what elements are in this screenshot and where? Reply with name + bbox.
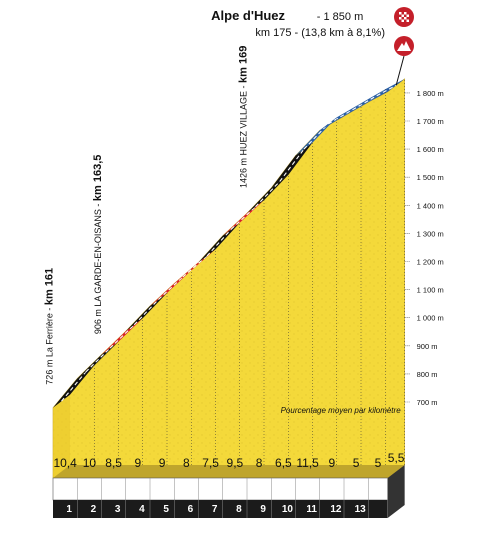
km-percentage: 5: [353, 456, 360, 470]
center-line: [158, 276, 184, 300]
center-line: [133, 299, 159, 326]
finish-detail: km 175 - (13,8 km à 8,1%): [255, 27, 385, 39]
y-tick-label: 1 000 m: [417, 314, 444, 323]
finish-name: Alpe d'Huez: [211, 8, 285, 23]
center-line: [182, 255, 208, 278]
profile-side: [53, 394, 70, 478]
km-number: 12: [330, 504, 342, 515]
km-percentage: 8: [183, 456, 190, 470]
profile-texture: [53, 78, 405, 478]
km-number: 6: [188, 504, 194, 515]
waypoint-label: 906 m LA GARDE-EN-OISANS - km 163,5: [92, 155, 104, 335]
km-percentage: 9: [159, 456, 166, 470]
center-line: [255, 181, 281, 208]
y-tick-label: 1 100 m: [417, 286, 444, 295]
center-line: [327, 109, 353, 125]
center-line: [109, 324, 135, 349]
y-tick-label: 1 600 m: [417, 145, 444, 154]
km-number: 3: [115, 504, 121, 515]
km-percentage: 9,5: [227, 456, 244, 470]
km-number: 7: [212, 504, 218, 515]
profile-segment: [271, 142, 313, 188]
y-tick-label: 800 m: [417, 370, 438, 379]
km-number: 4: [139, 504, 145, 515]
center-line: [352, 95, 378, 111]
km-number: 2: [91, 504, 97, 515]
km-number: 1: [66, 504, 72, 515]
y-tick-label: 1 800 m: [417, 89, 444, 98]
km-percentage: 9: [135, 456, 142, 470]
km-percentage: 11,5: [296, 456, 319, 470]
km-percentage: 5: [375, 456, 382, 470]
km-number: 13: [355, 504, 367, 515]
base-side: [387, 465, 405, 518]
km-percentage: 9: [329, 456, 336, 470]
y-tick-label: 1 700 m: [417, 117, 444, 126]
chart-header: Alpe d'Huez - 1 850 m km 175 - (13,8 km …: [211, 8, 385, 39]
base-front-km: [53, 500, 388, 518]
y-tick-label: 1 300 m: [417, 229, 444, 238]
y-tick-label: 1 400 m: [417, 201, 444, 210]
waypoint-label: 1426 m HUEZ VILLAGE - km 169: [238, 46, 250, 188]
km-number: 8: [236, 504, 242, 515]
base-top: [53, 465, 405, 478]
km-percentage: 10,4: [53, 456, 77, 470]
center-line: [376, 84, 397, 97]
waypoint-label: 726 m La Ferrière - km 161: [44, 268, 56, 385]
km-number: 9: [260, 504, 266, 515]
km-percentage: 10: [83, 456, 97, 470]
pct-caption: Pourcentage moyen par kilomètre: [281, 406, 402, 415]
finish-altitude: - 1 850 m: [317, 11, 363, 23]
y-tick-label: 1 500 m: [417, 173, 444, 182]
km-percentage: 6,5: [275, 456, 292, 470]
center-line: [85, 347, 111, 373]
y-tick-label: 700 m: [417, 398, 438, 407]
km-number: 10: [282, 504, 294, 515]
y-tick-label: 900 m: [417, 342, 438, 351]
km-percentage: 8: [256, 456, 263, 470]
finish-marker-line: [395, 55, 405, 86]
profile-segment: [368, 78, 405, 103]
km-number: 5: [163, 504, 169, 515]
profile-segment: [198, 222, 240, 263]
km-percentage: 5,5: [388, 451, 405, 465]
km-number: 11: [306, 504, 317, 515]
profile-segment: [53, 365, 95, 408]
mountain-summit-icon: [394, 36, 414, 56]
y-tick-label: 1 200 m: [417, 258, 444, 267]
center-line: [206, 228, 232, 257]
km-percentage: 7,5: [202, 456, 219, 470]
center-line: [303, 123, 329, 150]
center-line: [61, 371, 87, 402]
center-line: [230, 206, 256, 230]
finish-flag-icon: [394, 7, 414, 27]
base-front-pct: [52, 477, 388, 501]
km-percentage: 8,5: [105, 456, 122, 470]
